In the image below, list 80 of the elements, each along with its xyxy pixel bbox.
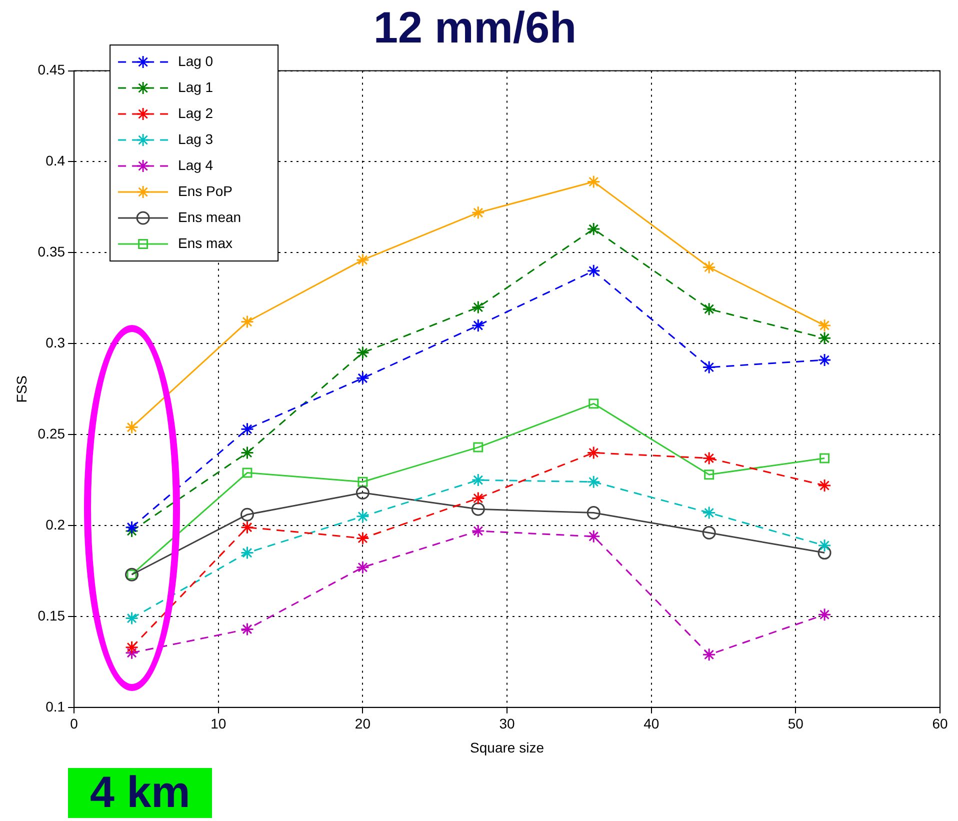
y-tick-label: 0.15 bbox=[38, 607, 66, 624]
point bbox=[586, 475, 600, 489]
point bbox=[586, 264, 600, 278]
point bbox=[125, 420, 139, 434]
x-tick-label: 60 bbox=[932, 716, 948, 732]
point bbox=[586, 506, 600, 520]
point bbox=[704, 470, 714, 480]
y-axis-title: FSS bbox=[13, 375, 30, 403]
point bbox=[125, 612, 139, 626]
x-tick-label: 10 bbox=[210, 716, 226, 732]
point bbox=[586, 530, 600, 544]
point bbox=[702, 451, 716, 465]
legend-label: Ens PoP bbox=[178, 182, 233, 199]
point bbox=[818, 318, 832, 332]
point bbox=[818, 546, 832, 560]
legend-label: Ens mean bbox=[178, 208, 242, 225]
point bbox=[818, 331, 832, 345]
point bbox=[473, 442, 484, 452]
point bbox=[471, 491, 485, 505]
x-tick-label: 40 bbox=[644, 716, 660, 732]
y-tick-label: 0.45 bbox=[38, 62, 66, 78]
point bbox=[356, 510, 370, 524]
legend-label: Lag 4 bbox=[178, 156, 214, 173]
legend-label: Ens max bbox=[178, 234, 233, 251]
point bbox=[356, 560, 370, 574]
x-tick-label: 20 bbox=[354, 716, 371, 732]
point bbox=[471, 502, 485, 516]
y-tick-label: 0.1 bbox=[46, 698, 66, 714]
point bbox=[702, 260, 716, 274]
point bbox=[356, 253, 370, 267]
point bbox=[818, 478, 832, 492]
point bbox=[586, 175, 600, 188]
y-tick-label: 0.2 bbox=[46, 516, 66, 532]
point bbox=[471, 318, 485, 332]
point bbox=[240, 546, 254, 560]
y-tick-label: 0.35 bbox=[38, 244, 66, 260]
point bbox=[586, 446, 600, 460]
point bbox=[240, 622, 254, 636]
point bbox=[125, 646, 139, 660]
text: 4 km bbox=[68, 768, 212, 818]
y-tick-label: 0.3 bbox=[46, 334, 66, 350]
point bbox=[240, 508, 254, 522]
point bbox=[586, 222, 600, 236]
legend-label: Lag 3 bbox=[178, 130, 214, 147]
point bbox=[240, 446, 254, 460]
point bbox=[125, 640, 139, 654]
legend-label: Lag 2 bbox=[178, 104, 214, 121]
point bbox=[820, 453, 830, 464]
point bbox=[240, 422, 254, 436]
point bbox=[471, 300, 485, 314]
point bbox=[356, 346, 370, 360]
x-tick-label: 30 bbox=[499, 716, 516, 732]
x-axis-title: Square size bbox=[470, 739, 544, 756]
point bbox=[588, 398, 599, 409]
point bbox=[471, 206, 485, 220]
point bbox=[356, 486, 370, 500]
point bbox=[358, 476, 368, 487]
chart-title: 12 mm/6h bbox=[374, 4, 576, 53]
point bbox=[702, 526, 716, 540]
point bbox=[356, 531, 370, 545]
legend-label: Lag 0 bbox=[178, 52, 214, 69]
point bbox=[818, 538, 832, 552]
point bbox=[702, 360, 716, 374]
point bbox=[240, 315, 254, 329]
point bbox=[125, 520, 139, 534]
y-tick-label: 0.25 bbox=[38, 425, 66, 442]
point bbox=[702, 648, 716, 662]
point bbox=[702, 506, 716, 520]
x-tick-label: 0 bbox=[70, 716, 78, 732]
legend-label: Lag 1 bbox=[178, 78, 214, 95]
point bbox=[818, 608, 832, 622]
point bbox=[240, 520, 254, 534]
point bbox=[702, 302, 716, 316]
x-tick-label: 50 bbox=[788, 716, 804, 732]
point bbox=[818, 353, 832, 367]
point bbox=[356, 371, 370, 385]
point bbox=[242, 468, 252, 478]
y-tick-label: 0.4 bbox=[46, 152, 66, 169]
point bbox=[471, 473, 485, 487]
point bbox=[471, 524, 485, 538]
